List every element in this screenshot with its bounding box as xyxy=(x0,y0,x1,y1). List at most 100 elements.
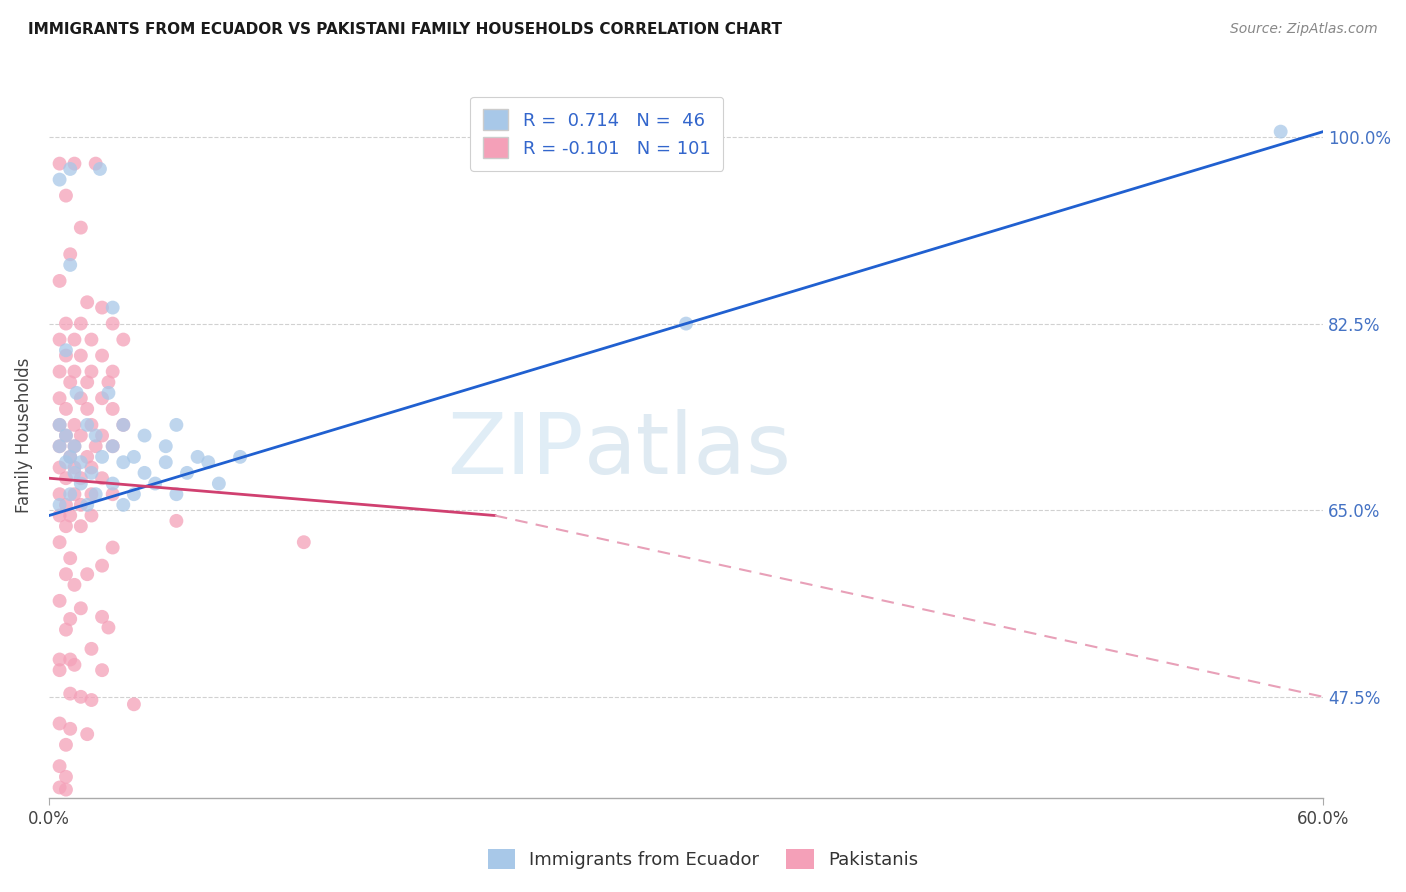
Point xyxy=(48,594,70,608)
Point xyxy=(91,391,114,405)
Point xyxy=(80,365,103,379)
Point xyxy=(101,401,124,416)
Point xyxy=(59,247,82,261)
Point xyxy=(48,460,70,475)
Point xyxy=(101,476,124,491)
Point xyxy=(48,333,70,347)
Point xyxy=(63,578,86,592)
Point xyxy=(55,188,77,202)
Point xyxy=(101,487,124,501)
Point xyxy=(80,460,103,475)
Point xyxy=(48,663,70,677)
Point xyxy=(91,301,114,315)
Point xyxy=(122,450,145,464)
Point xyxy=(48,156,70,170)
Text: IMMIGRANTS FROM ECUADOR VS PAKISTANI FAMILY HOUSEHOLDS CORRELATION CHART: IMMIGRANTS FROM ECUADOR VS PAKISTANI FAM… xyxy=(28,22,782,37)
Point xyxy=(48,417,70,432)
Point xyxy=(208,476,231,491)
Point xyxy=(76,376,98,390)
Point xyxy=(55,428,77,442)
Point xyxy=(101,301,124,315)
Point xyxy=(122,487,145,501)
Point xyxy=(101,541,124,555)
Point xyxy=(675,317,697,331)
Point xyxy=(59,487,82,501)
Point xyxy=(55,519,77,533)
Point xyxy=(292,535,315,549)
Point xyxy=(112,333,135,347)
Point xyxy=(76,450,98,464)
Point xyxy=(197,455,219,469)
Point xyxy=(55,401,77,416)
Point xyxy=(63,365,86,379)
Point xyxy=(55,428,77,442)
Point xyxy=(91,428,114,442)
Text: atlas: atlas xyxy=(583,409,792,491)
Point xyxy=(97,385,120,400)
Point xyxy=(63,657,86,672)
Point xyxy=(165,417,187,432)
Point xyxy=(59,508,82,523)
Point xyxy=(55,738,77,752)
Point xyxy=(55,317,77,331)
Point xyxy=(155,455,177,469)
Point xyxy=(76,295,98,310)
Point xyxy=(155,439,177,453)
Point xyxy=(69,498,91,512)
Point xyxy=(101,317,124,331)
Point xyxy=(91,558,114,573)
Point xyxy=(69,601,91,615)
Point xyxy=(59,551,82,566)
Point xyxy=(48,439,70,453)
Point xyxy=(80,466,103,480)
Point xyxy=(59,652,82,666)
Point xyxy=(48,439,70,453)
Point xyxy=(55,471,77,485)
Point xyxy=(229,450,252,464)
Point xyxy=(48,498,70,512)
Point xyxy=(63,466,86,480)
Point xyxy=(122,698,145,712)
Point xyxy=(63,439,86,453)
Point xyxy=(69,455,91,469)
Point xyxy=(63,417,86,432)
Point xyxy=(1270,125,1292,139)
Point xyxy=(76,498,98,512)
Text: ZIP: ZIP xyxy=(447,409,583,491)
Point xyxy=(48,535,70,549)
Point xyxy=(80,417,103,432)
Point xyxy=(165,514,187,528)
Point xyxy=(101,365,124,379)
Point xyxy=(48,780,70,795)
Point xyxy=(48,417,70,432)
Point xyxy=(48,365,70,379)
Point xyxy=(76,401,98,416)
Point xyxy=(84,428,107,442)
Point xyxy=(80,693,103,707)
Point xyxy=(165,487,187,501)
Point xyxy=(80,333,103,347)
Point xyxy=(143,476,166,491)
Point xyxy=(76,567,98,582)
Point xyxy=(69,391,91,405)
Point xyxy=(112,498,135,512)
Point xyxy=(55,567,77,582)
Point xyxy=(91,349,114,363)
Point xyxy=(48,508,70,523)
Point xyxy=(84,487,107,501)
Point xyxy=(134,428,156,442)
Point xyxy=(84,439,107,453)
Point xyxy=(63,487,86,501)
Point xyxy=(69,519,91,533)
Point xyxy=(48,652,70,666)
Legend: Immigrants from Ecuador, Pakistanis: Immigrants from Ecuador, Pakistanis xyxy=(479,839,927,879)
Point xyxy=(59,687,82,701)
Point xyxy=(84,156,107,170)
Point xyxy=(48,391,70,405)
Point xyxy=(97,376,120,390)
Point xyxy=(112,455,135,469)
Point xyxy=(63,156,86,170)
Point xyxy=(69,428,91,442)
Point xyxy=(55,455,77,469)
Point xyxy=(59,376,82,390)
